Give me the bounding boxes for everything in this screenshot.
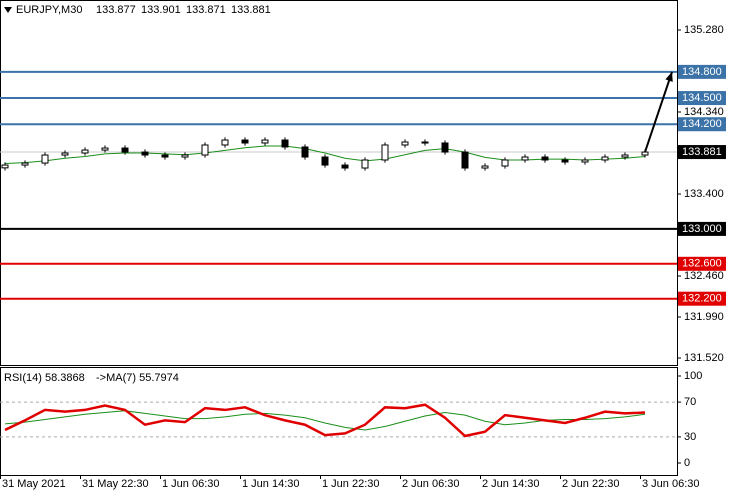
level-label-box — [678, 64, 726, 79]
level-label: 134.800 — [682, 66, 722, 78]
candle-body — [81, 149, 89, 154]
level-label: 133.000 — [682, 223, 722, 235]
candle-body — [521, 156, 529, 161]
candle-body — [581, 159, 589, 163]
candle-body — [321, 156, 329, 166]
candle-body — [441, 142, 449, 153]
x-tick-label: 2 Jun 14:30 — [482, 478, 540, 490]
candle-body — [121, 147, 129, 153]
candle-body — [401, 141, 409, 146]
x-tick-label: 2 Jun 06:30 — [402, 478, 460, 490]
x-tick-label: 31 May 2021 — [2, 478, 66, 490]
candle-body — [161, 154, 169, 158]
symbol-menu-arrow[interactable] — [4, 7, 12, 13]
rsi-tick-label: 0 — [684, 457, 690, 469]
level-label-box — [678, 221, 726, 236]
rsi-ma-title: ->MA(7) 55.7974 — [96, 372, 179, 384]
y-tick-label: 131.990 — [684, 311, 724, 323]
y-tick-label: 132.460 — [684, 270, 724, 282]
candle-body — [41, 154, 49, 164]
level-label: 134.500 — [682, 92, 722, 104]
x-tick-label: 1 Jun 22:30 — [322, 478, 380, 490]
candle-body — [501, 159, 509, 167]
candle-body — [261, 139, 269, 144]
level-label: 134.200 — [682, 118, 722, 130]
candle-body — [361, 159, 369, 169]
candle-body — [241, 139, 249, 144]
candle-body — [601, 156, 609, 161]
header-ohlc: 133.901 — [141, 4, 181, 16]
level-label-box — [678, 291, 726, 306]
rsi-ma-line — [4, 410, 646, 431]
level-label: 132.200 — [682, 293, 722, 305]
main-panel — [0, 0, 678, 366]
rsi-title: RSI(14) 58.3868 — [4, 372, 85, 384]
rsi-line — [4, 403, 646, 438]
candle-body — [181, 154, 189, 158]
candle-body — [641, 151, 649, 156]
level-label: 132.600 — [682, 258, 722, 270]
candle-body — [21, 162, 29, 166]
y-tick-label: 133.400 — [684, 188, 724, 200]
candle-body — [281, 139, 289, 148]
candle-body — [221, 139, 229, 146]
y-tick-label: 134.340 — [684, 106, 724, 118]
candle-body — [341, 164, 349, 169]
moving-average — [4, 145, 646, 164]
forecast-arrow-head — [665, 71, 673, 82]
forecast-arrow — [644, 71, 673, 153]
candle-body — [101, 147, 109, 151]
candle-body — [481, 165, 489, 169]
last-price-box — [678, 145, 726, 160]
candle-body — [1, 164, 9, 169]
x-tick-label: 31 May 22:30 — [82, 478, 149, 490]
x-tick-label: 1 Jun 14:30 — [242, 478, 300, 490]
candle-body — [561, 159, 569, 163]
x-tick-label: 3 Jun 06:30 — [642, 478, 700, 490]
candle-body — [381, 144, 389, 161]
candle-body — [541, 156, 549, 161]
rsi-tick-label: 100 — [684, 370, 702, 382]
level-label-box — [678, 117, 726, 132]
last-price-label: 133.881 — [682, 146, 722, 158]
rsi-tick-label: 30 — [684, 431, 696, 443]
candle-body — [301, 146, 309, 158]
y-tick-label: 135.280 — [684, 24, 724, 36]
header-ohlc: 133.881 — [231, 4, 271, 16]
symbol: EURJPY,M30 — [16, 4, 82, 16]
candle-body — [61, 152, 69, 156]
level-label-box — [678, 256, 726, 271]
rsi-tick-label: 70 — [684, 396, 696, 408]
rsi-panel — [0, 367, 678, 476]
header-ohlc: 133.877 — [96, 4, 136, 16]
level-label-box — [678, 91, 726, 106]
candle-body — [461, 151, 469, 169]
header-ohlc: 133.871 — [186, 4, 226, 16]
candle-body — [621, 154, 629, 158]
candle-body — [421, 141, 429, 144]
x-tick-label: 1 Jun 06:30 — [162, 478, 220, 490]
x-tick-label: 2 Jun 22:30 — [562, 478, 620, 490]
y-tick-label: 131.520 — [684, 352, 724, 364]
candle-body — [141, 151, 149, 156]
candle-body — [201, 144, 209, 156]
